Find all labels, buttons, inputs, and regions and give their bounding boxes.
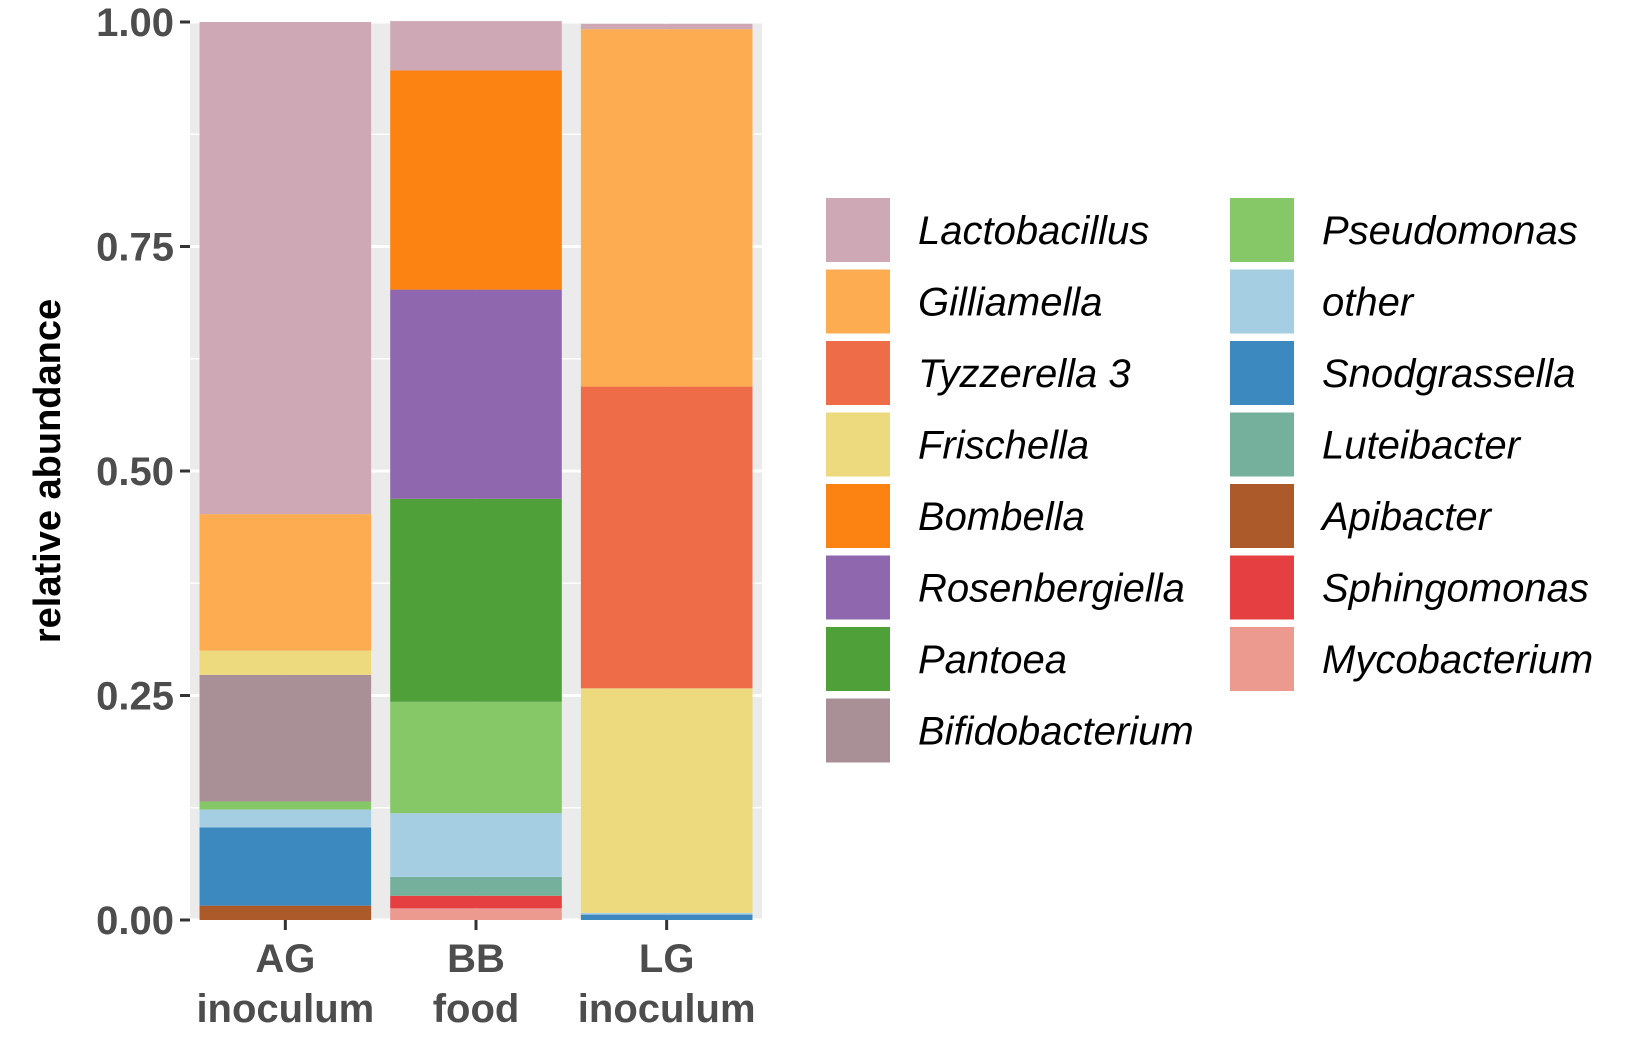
legend-key [826, 198, 890, 262]
legend-label: Rosenbergiella [918, 567, 1185, 611]
y-tick-label: 0.75 [96, 226, 174, 270]
legend-label: Lactobacillus [918, 209, 1149, 253]
bar-segment [580, 29, 753, 387]
bar-segment [390, 908, 562, 920]
legend-label: Sphingomonas [1322, 567, 1589, 611]
bar-segment [580, 914, 753, 920]
legend-label: Tyzzerella 3 [918, 352, 1131, 396]
legend-key [826, 412, 890, 477]
bar-segment [390, 876, 562, 896]
bar-segment [390, 895, 562, 909]
bar-segment [199, 650, 372, 675]
legend-label: Gilliamella [918, 281, 1103, 325]
bar-segment [580, 23, 753, 30]
bar-segment [390, 21, 562, 71]
legend-key [1230, 269, 1294, 334]
y-tick-label: 0.25 [96, 675, 174, 719]
bar-segment [580, 386, 753, 689]
x-tick-label: LG inoculum [578, 937, 756, 1031]
bar-segment [390, 70, 562, 290]
legend-key [1230, 555, 1294, 620]
legend-label: Frischella [918, 424, 1089, 468]
legend-key [826, 484, 890, 548]
y-tick-label: 1.00 [96, 1, 174, 45]
legend-label: Pantoea [918, 638, 1067, 682]
bar-segment [390, 289, 562, 499]
x-tick-label: BB food [433, 937, 520, 1031]
x-axis: AG inoculum BB food LG inoculum [196, 920, 756, 1031]
bar-segment [580, 912, 753, 915]
legend-key [1230, 484, 1294, 548]
legend-key [1230, 627, 1294, 691]
legend-key [1230, 412, 1294, 477]
y-tick-label: 0.00 [96, 899, 174, 943]
legend-key [1230, 198, 1294, 262]
bar-segment [199, 22, 372, 515]
y-tick-label: 0.50 [96, 450, 174, 494]
legend-key [826, 698, 890, 763]
legend-label: other [1322, 281, 1415, 325]
y-axis: 0.00 0.25 0.50 0.75 1.00 [96, 1, 190, 943]
bar-segment [199, 905, 372, 920]
bar-segment [199, 809, 372, 828]
legend-key [1230, 341, 1294, 405]
legend-key [826, 555, 890, 620]
bar-segments [199, 21, 753, 920]
bar-segment [390, 813, 562, 877]
bar-segment [199, 827, 372, 906]
legend-label: Snodgrassella [1322, 352, 1576, 396]
legend-label: Pseudomonas [1322, 209, 1578, 253]
legend-label: Bombella [918, 495, 1085, 539]
legend: Lactobacillus Gilliamella Tyzzerella 3 Fris… [826, 198, 1593, 763]
legend-label: Mycobacterium [1322, 638, 1593, 682]
bar-segment [390, 498, 562, 702]
bar-segment [199, 514, 372, 651]
legend-key [826, 341, 890, 405]
x-tick-label: AG inoculum [196, 937, 374, 1031]
bar-segment [199, 801, 372, 810]
bar-segment [390, 701, 562, 814]
legend-label: Apibacter [1320, 495, 1493, 539]
y-axis-title: relative abundance [27, 299, 69, 643]
legend-label: Luteibacter [1322, 424, 1522, 468]
bar-segment [580, 688, 753, 913]
legend-label: Bifidobacterium [918, 710, 1194, 754]
legend-key [826, 627, 890, 691]
bar-segment [199, 674, 372, 802]
legend-key [826, 269, 890, 334]
